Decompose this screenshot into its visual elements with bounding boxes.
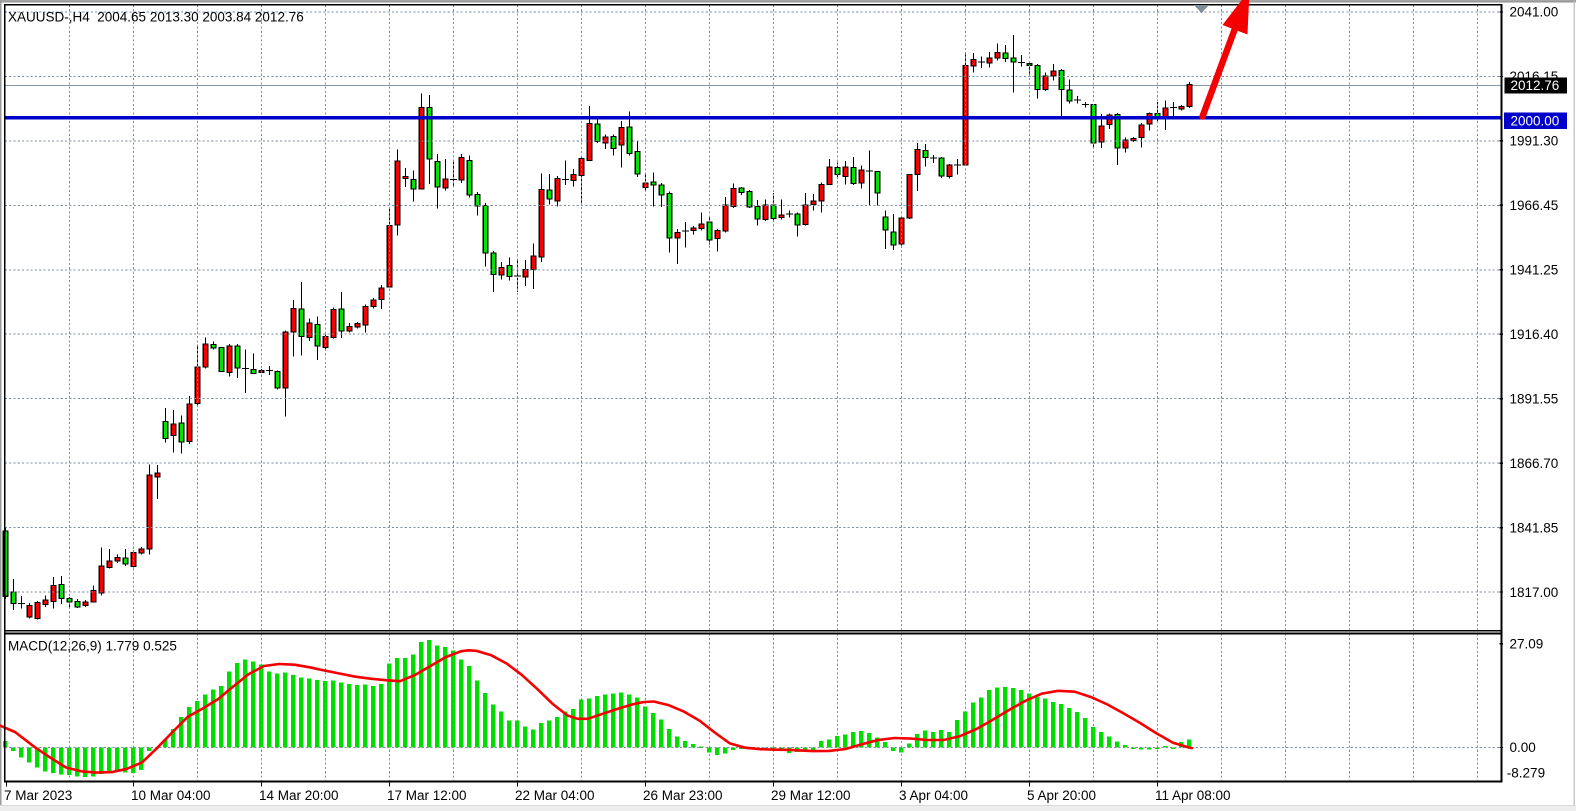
svg-text:-8.279: -8.279 bbox=[1507, 766, 1545, 781]
svg-text:17 Mar 12:00: 17 Mar 12:00 bbox=[387, 788, 467, 803]
svg-text:11 Apr 08:00: 11 Apr 08:00 bbox=[1155, 788, 1231, 803]
svg-text:10 Mar 04:00: 10 Mar 04:00 bbox=[131, 788, 211, 803]
svg-text:2000.00: 2000.00 bbox=[1511, 113, 1560, 128]
svg-text:1916.40: 1916.40 bbox=[1510, 327, 1559, 342]
svg-text:1866.70: 1866.70 bbox=[1510, 456, 1559, 471]
svg-text:5 Apr 20:00: 5 Apr 20:00 bbox=[1027, 788, 1096, 803]
svg-text:26 Mar 23:00: 26 Mar 23:00 bbox=[643, 788, 723, 803]
svg-text:XAUUSD-,H4 2004.65 2013.30 20: XAUUSD-,H4 2004.65 2013.30 2003.84 2012.… bbox=[8, 10, 304, 25]
svg-text:22 Mar 04:00: 22 Mar 04:00 bbox=[515, 788, 595, 803]
svg-text:0.00: 0.00 bbox=[1510, 740, 1536, 755]
svg-text:1966.45: 1966.45 bbox=[1510, 198, 1559, 213]
svg-text:1941.25: 1941.25 bbox=[1510, 263, 1559, 278]
svg-text:1841.85: 1841.85 bbox=[1510, 520, 1559, 535]
svg-text:2012.76: 2012.76 bbox=[1511, 78, 1560, 93]
svg-text:29 Mar 12:00: 29 Mar 12:00 bbox=[771, 788, 851, 803]
svg-text:7 Mar 2023: 7 Mar 2023 bbox=[4, 788, 72, 803]
svg-text:MACD(12,26,9) 1.779 0.525: MACD(12,26,9) 1.779 0.525 bbox=[8, 639, 177, 654]
svg-text:14 Mar 20:00: 14 Mar 20:00 bbox=[259, 788, 339, 803]
svg-text:1991.30: 1991.30 bbox=[1510, 134, 1559, 149]
svg-text:2041.00: 2041.00 bbox=[1510, 5, 1559, 20]
svg-text:27.09: 27.09 bbox=[1510, 637, 1544, 652]
svg-text:1817.00: 1817.00 bbox=[1510, 585, 1559, 600]
svg-text:3 Apr 04:00: 3 Apr 04:00 bbox=[899, 788, 968, 803]
svg-text:1891.55: 1891.55 bbox=[1510, 391, 1559, 406]
